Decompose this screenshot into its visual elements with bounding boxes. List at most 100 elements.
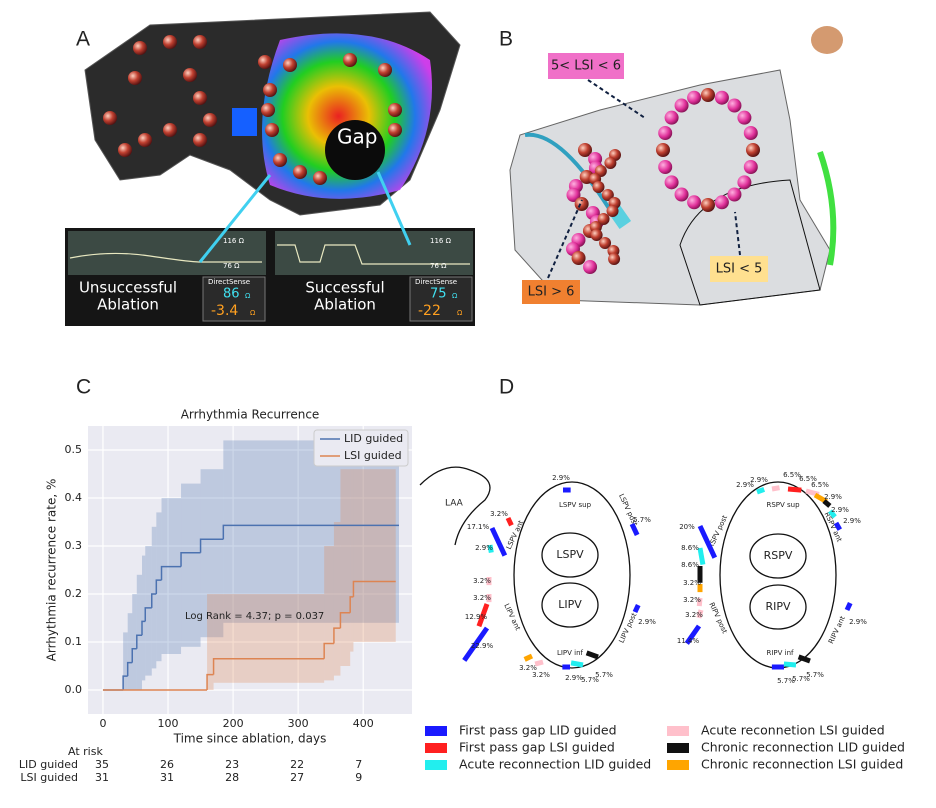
lesion <box>597 213 610 225</box>
case-label: Successful <box>305 279 384 297</box>
bar-label: 2.9% <box>638 618 656 626</box>
bar-label: 5.7% <box>595 671 613 679</box>
gap-bar <box>534 659 544 667</box>
km-step <box>151 593 157 608</box>
y-tick-label: 0.1 <box>65 635 83 648</box>
segment-label: RIPV post <box>707 601 728 635</box>
lsi-label: 5< LSI < 6 <box>551 59 621 74</box>
legend-label: LSI guided <box>344 449 402 462</box>
lesion <box>118 143 132 157</box>
lesion <box>263 83 277 97</box>
lesion <box>664 175 679 190</box>
bar-label: 2.9% <box>750 476 768 484</box>
lesion <box>566 188 581 202</box>
gap-bar <box>822 499 832 508</box>
lesion <box>128 71 142 85</box>
lesion <box>608 253 621 265</box>
lesion <box>701 198 715 212</box>
gap-bar <box>505 516 514 527</box>
gap-bar <box>771 485 780 492</box>
segment-label: LIPV post <box>618 611 639 644</box>
gap-bar <box>696 597 703 607</box>
ablation-lesions <box>103 35 402 185</box>
bar-label: 5.7% <box>633 516 651 524</box>
scale-label: 116 Ω <box>223 237 245 245</box>
at-risk-count: 27 <box>290 771 304 784</box>
lesion <box>258 55 272 69</box>
bar-label: 2.9% <box>831 506 849 514</box>
lesion <box>283 58 297 72</box>
lesion <box>601 189 614 201</box>
km-step <box>144 607 152 622</box>
lesion <box>343 53 357 67</box>
lesion <box>737 175 752 190</box>
lesion <box>727 187 742 202</box>
gap-bar <box>585 650 599 660</box>
lesion <box>193 133 207 147</box>
lesion <box>701 88 715 102</box>
gap-bar <box>486 594 492 603</box>
bar-label: 8.6% <box>681 544 699 552</box>
lesion <box>193 35 207 49</box>
legend-swatch <box>425 760 447 770</box>
y-tick-label: 0.4 <box>65 491 83 504</box>
legend-label: First pass gap LSI guided <box>459 740 615 755</box>
segment-label: RIPV ant <box>827 615 847 645</box>
vein-label: LIPV <box>558 598 582 611</box>
segment-label: LIPV inf <box>557 649 584 657</box>
lesion <box>273 153 287 167</box>
ci-band <box>324 546 334 681</box>
lesion <box>203 113 217 127</box>
segment-label: LSPV ant <box>505 519 525 551</box>
x-tick-label: 0 <box>99 717 106 730</box>
gap-bar <box>756 487 766 495</box>
km-step <box>131 647 137 663</box>
ci-band <box>123 632 128 690</box>
bar-label: 3.2% <box>683 579 701 587</box>
legend-swatch <box>425 726 447 736</box>
km-step <box>339 611 351 629</box>
x-tick-label: 200 <box>223 717 244 730</box>
bar-label: 12.9% <box>465 613 488 621</box>
vein-label: RIPV <box>765 600 791 613</box>
legend-swatch <box>667 760 689 770</box>
bar-label: 2.9% <box>475 544 493 552</box>
unit: Ω <box>457 309 463 317</box>
lesion <box>656 143 670 157</box>
gap-bar <box>570 660 584 668</box>
x-tick-label: 100 <box>158 717 179 730</box>
km-chart: 0.0 0.1 0.2 0.3 0.4 0.5 0 100 200 300 400 Arrhythmi… <box>19 408 412 784</box>
at-risk-count: 22 <box>290 758 304 771</box>
gap-bar <box>486 577 492 586</box>
lesion <box>574 197 589 211</box>
bar-label: 6.5% <box>799 475 817 483</box>
km-step <box>122 675 128 690</box>
lesion <box>313 171 327 185</box>
chart-title: Arrhythmia Recurrence <box>181 408 320 422</box>
lesion <box>378 63 392 77</box>
at-risk-count: 23 <box>225 758 239 771</box>
gap-bar <box>771 664 784 670</box>
legend-swatch <box>425 743 447 753</box>
gap-bar <box>489 526 508 557</box>
bar-label: 3.2% <box>685 611 703 619</box>
ci-band <box>223 440 399 623</box>
x-tick-label: 400 <box>353 717 374 730</box>
scale-label: 76 Ω <box>223 262 240 270</box>
bar-label: 5.7% <box>806 671 824 679</box>
km-step <box>141 620 146 636</box>
lesion <box>658 126 673 141</box>
lesion <box>183 68 197 82</box>
panel-a-inset <box>65 171 475 326</box>
lesion <box>687 195 702 210</box>
lesion <box>714 90 729 105</box>
ci-band <box>161 498 182 654</box>
km-step <box>126 661 133 677</box>
legend-swatch <box>667 743 689 753</box>
lesion <box>133 41 147 55</box>
ci-band <box>136 574 142 690</box>
case-label: Ablation <box>97 296 159 314</box>
panel-b-callouts <box>522 53 768 304</box>
lesion <box>293 165 307 179</box>
